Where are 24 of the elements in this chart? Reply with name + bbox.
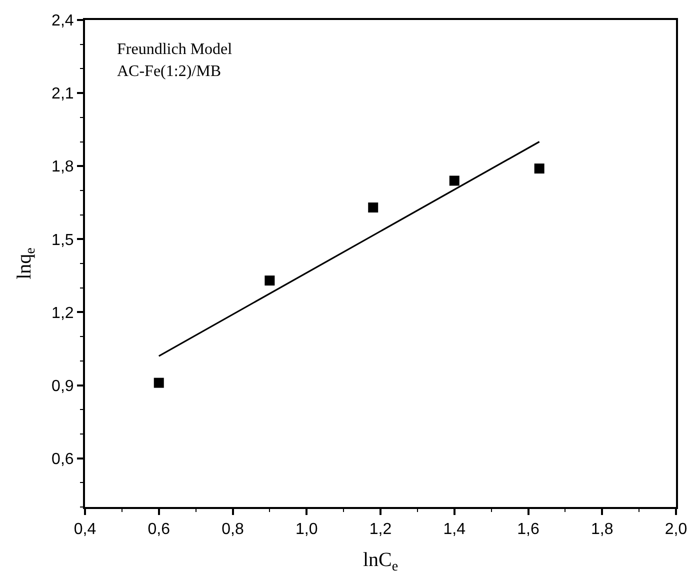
- point: [154, 378, 164, 388]
- x-tick-label: 0,6: [148, 521, 170, 538]
- x-tick-label: 1,0: [296, 521, 318, 538]
- y-tick-label: 1,8: [52, 158, 74, 176]
- annotation: AC-Fe(1:2)/MB: [117, 63, 221, 80]
- x-tick-label: 0,4: [74, 521, 96, 538]
- x-tick-label: 1,2: [369, 521, 392, 538]
- y-tick-label: 0,6: [52, 450, 74, 468]
- x-tick-label: 1,4: [443, 521, 466, 538]
- y-tick-label: 1,2: [52, 304, 74, 322]
- x-tick-label: 2,0: [664, 521, 688, 538]
- y-tick-label: 1,5: [52, 232, 74, 249]
- y-tick-label: 2,4: [52, 12, 74, 30]
- x-axis-title: lnC$_{e}$: [362, 549, 398, 574]
- y-tick-label: 2,1: [52, 86, 74, 103]
- annotation: Freundlich Model: [117, 41, 233, 58]
- point: [368, 202, 378, 212]
- point: [449, 176, 460, 186]
- x-tick-label: 1,6: [517, 521, 540, 538]
- point: [264, 276, 275, 286]
- x-tick-label: 1,8: [591, 521, 614, 538]
- y-tick-label: 0,9: [52, 378, 74, 395]
- x-tick-label: 0,8: [222, 521, 244, 538]
- point: [534, 164, 544, 174]
